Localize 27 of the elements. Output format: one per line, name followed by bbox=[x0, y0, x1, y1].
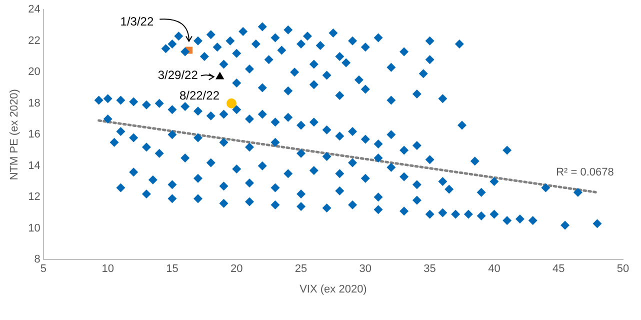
y-tick-label: 16 bbox=[28, 128, 40, 141]
point bbox=[216, 72, 224, 80]
x-axis-title: VIX (ex 2020) bbox=[300, 283, 367, 296]
x-tick-label: 20 bbox=[230, 263, 243, 276]
y-tick-label: 22 bbox=[28, 34, 40, 47]
x-tick-label: 45 bbox=[552, 263, 565, 276]
y-tick-label: 20 bbox=[28, 66, 40, 78]
annotation: 1/3/22 bbox=[120, 14, 154, 29]
point bbox=[226, 98, 236, 108]
x-tick-label: 10 bbox=[102, 263, 114, 276]
y-axis-title: NTM PE (ex 2020) bbox=[8, 89, 21, 180]
x-tick-label: 15 bbox=[166, 263, 178, 276]
y-tick-label: 24 bbox=[28, 4, 40, 16]
y-tick-label: 8 bbox=[34, 254, 40, 266]
y-tick-label: 18 bbox=[28, 97, 40, 110]
x-tick-label: 40 bbox=[488, 263, 500, 276]
annotation: R² = 0.0678 bbox=[556, 166, 614, 179]
y-tick-label: 14 bbox=[28, 160, 40, 172]
annotation: 8/22/22 bbox=[179, 88, 220, 103]
x-tick-label: 30 bbox=[359, 263, 372, 276]
annotation: 3/29/22 bbox=[158, 68, 198, 82]
x-tick-label: 25 bbox=[294, 263, 308, 276]
y-tick-label: 10 bbox=[28, 222, 40, 234]
y-tick-label: 12 bbox=[28, 191, 40, 204]
x-tick-label: 5 bbox=[40, 263, 46, 276]
x-tick-label: 50 bbox=[616, 263, 630, 276]
x-tick-label: 35 bbox=[424, 263, 436, 276]
